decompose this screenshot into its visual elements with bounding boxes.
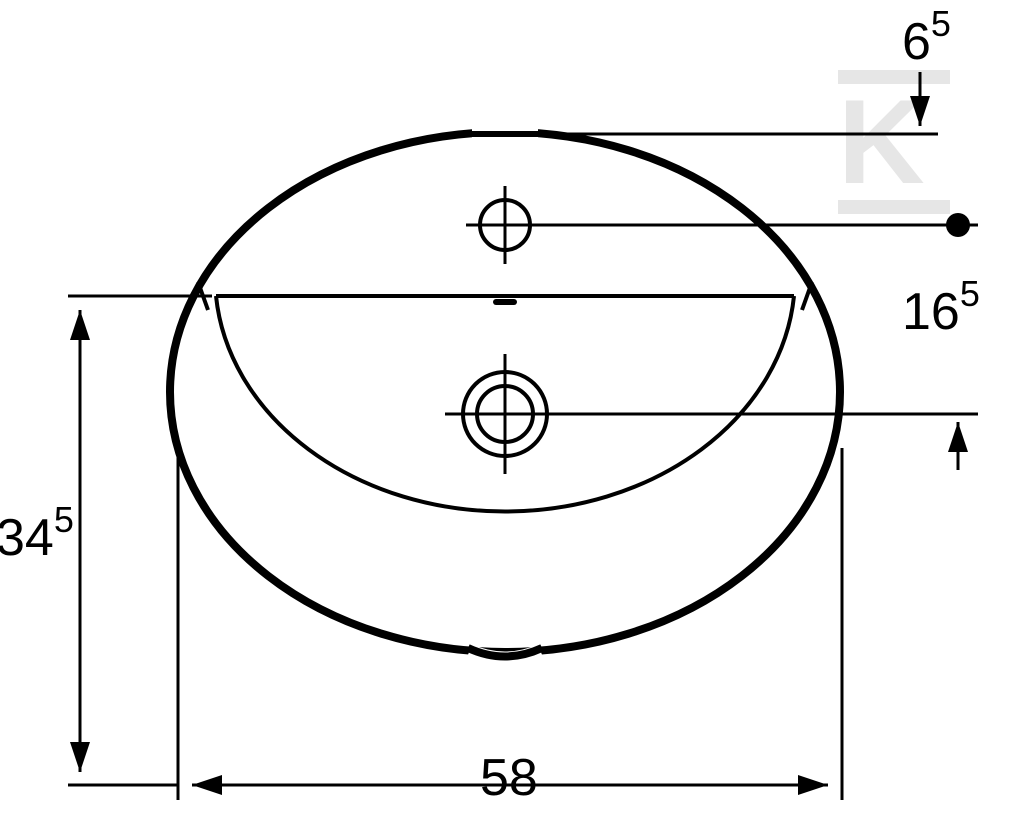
overflow-slot (493, 299, 517, 305)
tap-reference-dot (946, 213, 970, 237)
diagram-stage: K (0, 0, 1024, 836)
drain-hole (445, 354, 565, 474)
drawing-svg (0, 0, 1024, 836)
tap-hole (466, 186, 544, 264)
